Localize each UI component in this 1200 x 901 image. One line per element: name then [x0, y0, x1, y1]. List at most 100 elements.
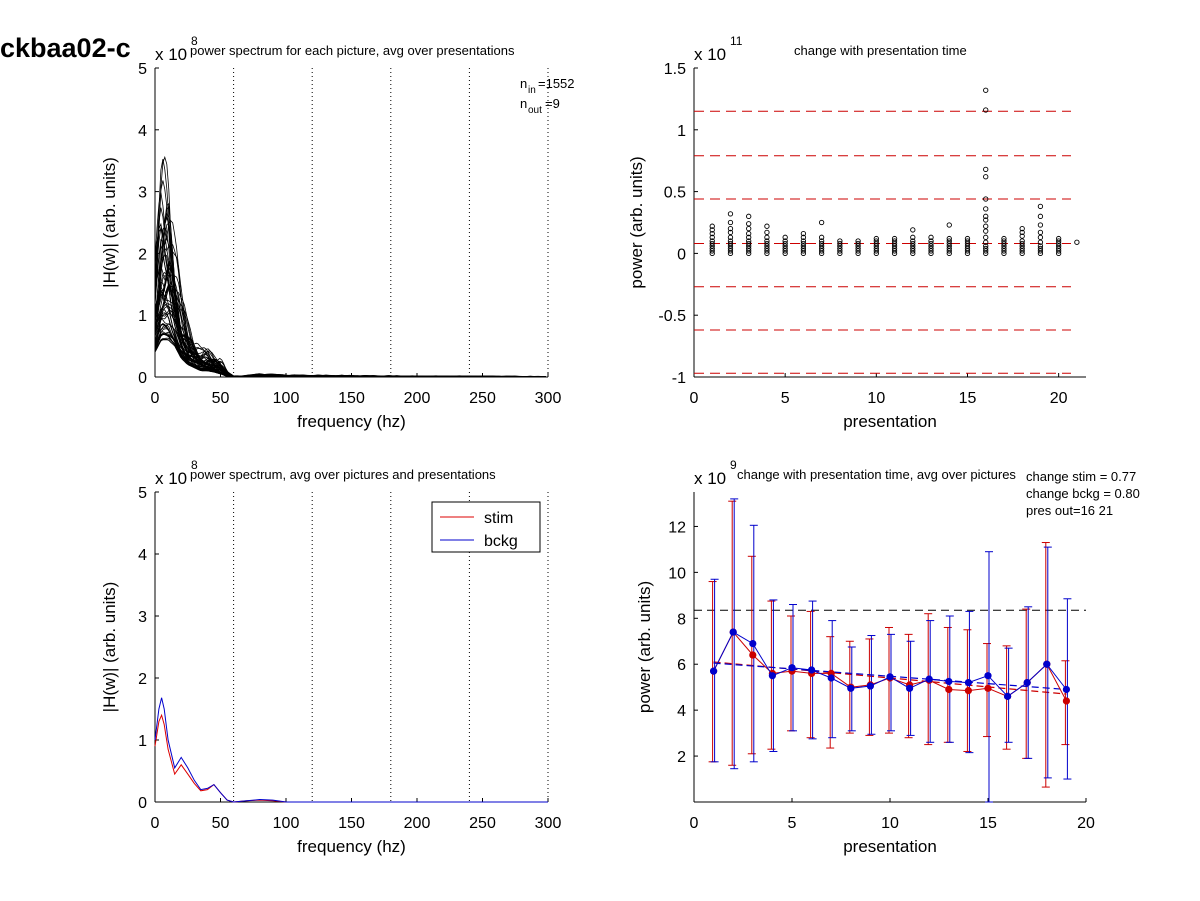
scatter-point — [800, 250, 807, 257]
scatter-point — [818, 240, 825, 247]
scatter-point — [746, 213, 752, 219]
scatter-point — [928, 248, 934, 254]
scatter-point — [837, 238, 843, 244]
data-point-bckg — [729, 628, 737, 636]
x-tick-label: 15 — [979, 815, 997, 832]
y-tick-label: 1.5 — [664, 61, 686, 78]
data-point-bckg — [847, 684, 855, 692]
x-tick-label: 0 — [151, 390, 160, 407]
scatter-point — [709, 238, 715, 244]
scatter-point — [873, 243, 879, 249]
scatter-point — [1019, 243, 1025, 249]
scatter-point — [764, 229, 770, 236]
y-tick-label: 2 — [677, 749, 686, 766]
x-tick-label: 150 — [338, 390, 365, 407]
y-tick-label: -1 — [672, 370, 686, 387]
scatter-point — [1019, 248, 1025, 254]
x-tick-label: 100 — [273, 390, 300, 407]
scatter-point — [727, 226, 734, 232]
data-point-bckg — [827, 674, 835, 682]
scatter-point — [964, 240, 971, 247]
scatter-point — [1074, 239, 1080, 245]
scatter-point — [727, 250, 734, 257]
y-exponent: x 10 — [155, 45, 187, 64]
scatter-point — [837, 243, 843, 249]
scatter-point — [837, 250, 843, 257]
y-tick-label: 1 — [138, 733, 147, 750]
scatter-point — [1037, 229, 1044, 236]
series-line-bckg — [713, 631, 1067, 698]
scatter-point — [928, 250, 934, 257]
chart-bottom-right: 0 5 10 15 20 2 4 6 8 10 12 presentation power (arb. … — [635, 458, 1140, 856]
scatter-point — [800, 248, 807, 254]
legend-box — [431, 501, 541, 553]
legend-label-bckg: bckg — [484, 533, 518, 550]
annotation-n-in-value: =1552 — [538, 76, 575, 91]
legend: stim bckg — [431, 501, 541, 553]
y-axis-label: power (arb. units) — [627, 156, 646, 288]
y-tick-label: 3 — [138, 185, 147, 202]
scatter-point — [946, 222, 952, 228]
spectrum-line — [154, 222, 547, 378]
scatter-point — [891, 248, 898, 254]
scatter-point — [946, 248, 952, 254]
y-exponent-power: 8 — [191, 34, 198, 48]
scatter-point — [746, 234, 752, 240]
y-tick-label: 0.5 — [664, 185, 686, 202]
x-tick-label: 300 — [535, 815, 562, 832]
data-point-stim — [1062, 697, 1070, 705]
scatter-point — [983, 245, 989, 252]
series-line-stim — [154, 713, 548, 803]
scatter-point — [910, 238, 916, 244]
scatter-point — [746, 243, 752, 249]
x-tick-label: 250 — [469, 390, 496, 407]
scatter-point — [983, 228, 989, 234]
y-tick-label: 0 — [138, 370, 147, 387]
spectrum-line — [154, 253, 547, 378]
x-tick-label: 0 — [690, 390, 699, 407]
y-tick-label: 10 — [668, 565, 686, 582]
chart-top-right: 0 5 10 15 20 -1 -0.5 0 0.5 1 1.5 presentation power … — [627, 34, 1086, 431]
y-tick-label: 2 — [138, 671, 147, 688]
data-point-bckg — [945, 677, 953, 686]
scatter-point — [818, 248, 825, 254]
scatter-point — [983, 234, 989, 240]
scatter-point — [746, 248, 752, 254]
scatter-point — [855, 243, 861, 249]
x-tick-label: 0 — [151, 815, 160, 832]
data-point-stim — [749, 651, 757, 659]
scatter-point — [1001, 235, 1007, 242]
scatter-point — [1037, 213, 1044, 219]
stats-annotation: change stim = 0.77 — [1026, 469, 1136, 484]
data-point-bckg — [906, 684, 914, 692]
scatter-point — [891, 238, 898, 244]
scatter-point — [727, 243, 734, 249]
spectrum-line — [154, 212, 547, 378]
scatter-point — [873, 250, 879, 257]
spectrum-line — [154, 220, 546, 377]
x-tick-label: 100 — [273, 815, 300, 832]
scatter-point — [709, 230, 715, 237]
scatter-point — [709, 243, 715, 249]
spectrum-line — [154, 207, 547, 378]
scatter-point — [782, 243, 788, 249]
scatter-point — [746, 238, 752, 244]
scatter-point — [910, 245, 916, 252]
scatter-point — [1037, 239, 1044, 245]
spectrum-line — [154, 215, 547, 378]
y-exponent: x 10 — [155, 469, 187, 488]
x-tick-label: 5 — [781, 390, 790, 407]
y-axis-label: |H(w)| (arb. units) — [100, 582, 119, 713]
data-point-bckg — [866, 682, 875, 690]
y-tick-label: 12 — [668, 519, 686, 536]
x-tick-label: 5 — [788, 815, 797, 832]
scatter-point — [891, 243, 898, 249]
scatter-point — [964, 245, 971, 252]
data-point-bckg — [768, 672, 777, 680]
scatter-point — [855, 248, 861, 254]
annotation-n-in-sub: in — [528, 85, 536, 96]
scatter-point — [800, 245, 807, 252]
scatter-point — [910, 243, 916, 249]
scatter-point — [873, 248, 879, 254]
legend-label-stim: stim — [484, 510, 513, 527]
